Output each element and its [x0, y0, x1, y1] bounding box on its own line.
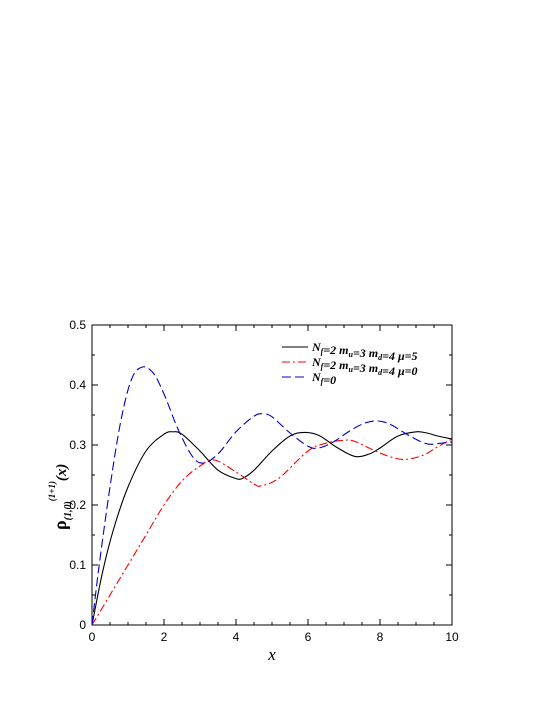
legend-label-part: d — [378, 368, 383, 377]
y-axis-label: ρ(1,0) (1+1)(x) — [47, 464, 74, 530]
legend-label-part: =3 m — [353, 346, 378, 360]
y-axis-label-subscript: (1,0) — [63, 501, 74, 520]
x-tick-label: 8 — [377, 630, 384, 644]
legend-label-part: u — [349, 365, 354, 374]
x-axis-label: x — [267, 645, 276, 664]
legend-label-part: f — [321, 377, 325, 386]
legend-label-part: =4 μ=5 — [382, 349, 417, 363]
series-line-1 — [91, 431, 453, 626]
x-tick-label: 2 — [161, 630, 168, 644]
legend-label-part: d — [378, 353, 383, 362]
legend-label-part: =0 — [323, 373, 336, 387]
y-axis-label-base: ρ — [50, 520, 70, 530]
legend-label: Nf=0 — [311, 370, 336, 387]
y-tick-label: 0.4 — [69, 378, 86, 392]
x-tick-label: 6 — [305, 630, 312, 644]
axis-ticks: 0 2 4 6 8 10 0 0.1 0.2 0.3 0.4 0.5 — [69, 318, 459, 644]
legend-label-part: N — [311, 340, 322, 354]
legend-label-part: =3 m — [353, 361, 378, 375]
y-tick-label: 0 — [79, 618, 86, 632]
legend-label-part: f — [321, 362, 325, 371]
y-tick-label: 0.1 — [69, 558, 86, 572]
legend-label-part: =2 m — [323, 358, 348, 372]
y-tick-label: 0.3 — [69, 438, 86, 452]
legend-label-part: =2 m — [323, 343, 348, 357]
legend-label-part: N — [311, 370, 322, 384]
legend-label-part: f — [321, 347, 325, 356]
series-line-3 — [91, 366, 453, 626]
x-tick-label: 10 — [445, 630, 459, 644]
x-tick-label: 4 — [233, 630, 240, 644]
series-lines — [91, 366, 453, 626]
y-tick-label: 0.5 — [69, 318, 86, 332]
legend-label: Nf=2 mu=3 md=4 μ=0 — [311, 355, 418, 378]
legend-label-part: =4 μ=0 — [382, 364, 417, 378]
y-tick-label: 0.2 — [69, 498, 86, 512]
y-axis-label-superscript: (1+1) — [47, 481, 57, 501]
y-axis-label-arg: (x) — [54, 464, 70, 482]
series-line-2 — [91, 438, 453, 626]
x-tick-label: 0 — [89, 630, 96, 644]
legend-label: Nf=2 mu=3 md=4 μ=5 — [311, 340, 418, 363]
legend: Nf=2 mu=3 md=4 μ=5Nf=2 mu=3 md=4 μ=0Nf=0 — [282, 340, 418, 387]
legend-label-part: N — [311, 355, 322, 369]
legend-label-part: u — [349, 350, 354, 359]
